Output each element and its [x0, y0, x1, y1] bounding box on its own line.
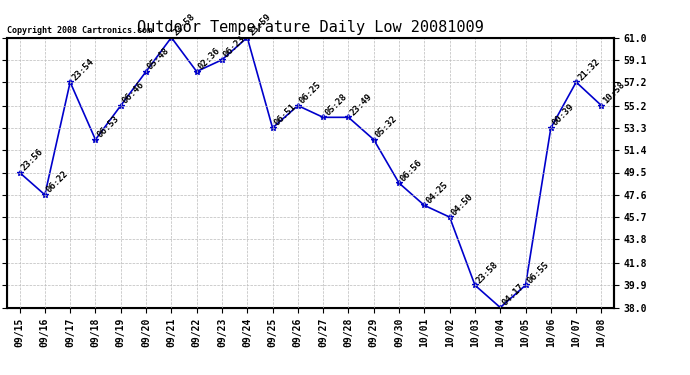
Text: 23:58: 23:58: [171, 12, 197, 38]
Text: 06:46: 06:46: [121, 80, 146, 106]
Text: 10:58: 10:58: [602, 80, 627, 106]
Text: 06:55: 06:55: [526, 260, 551, 285]
Text: 00:39: 00:39: [551, 102, 576, 128]
Text: 06:56: 06:56: [399, 158, 424, 183]
Text: 06:51: 06:51: [273, 102, 298, 128]
Text: 21:32: 21:32: [576, 57, 602, 82]
Text: 23:54: 23:54: [70, 57, 95, 82]
Text: 02:36: 02:36: [197, 46, 222, 72]
Text: 06:22: 06:22: [45, 170, 70, 195]
Text: 23:56: 23:56: [19, 147, 45, 172]
Text: 06:25: 06:25: [298, 80, 323, 106]
Text: 23:59: 23:59: [247, 12, 273, 38]
Text: 05:32: 05:32: [374, 114, 399, 140]
Text: 06:53: 06:53: [95, 114, 121, 140]
Text: 04:50: 04:50: [450, 192, 475, 217]
Text: 23:58: 23:58: [475, 260, 500, 285]
Text: 06:23: 06:23: [222, 34, 247, 60]
Text: 04:25: 04:25: [424, 180, 450, 206]
Text: Copyright 2008 Cartronics.com: Copyright 2008 Cartronics.com: [7, 26, 152, 35]
Text: 23:49: 23:49: [348, 92, 374, 117]
Text: 04:17: 04:17: [500, 282, 526, 308]
Text: 05:28: 05:28: [323, 92, 348, 117]
Title: Outdoor Temperature Daily Low 20081009: Outdoor Temperature Daily Low 20081009: [137, 20, 484, 35]
Text: 05:48: 05:48: [146, 46, 171, 72]
